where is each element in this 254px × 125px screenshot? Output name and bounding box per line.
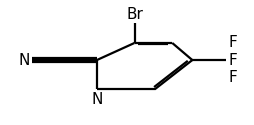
Text: F: F bbox=[229, 52, 237, 68]
Text: Br: Br bbox=[126, 7, 143, 22]
Text: F: F bbox=[229, 70, 237, 85]
Text: N: N bbox=[19, 52, 30, 68]
Text: F: F bbox=[229, 36, 237, 51]
Text: N: N bbox=[91, 92, 103, 108]
